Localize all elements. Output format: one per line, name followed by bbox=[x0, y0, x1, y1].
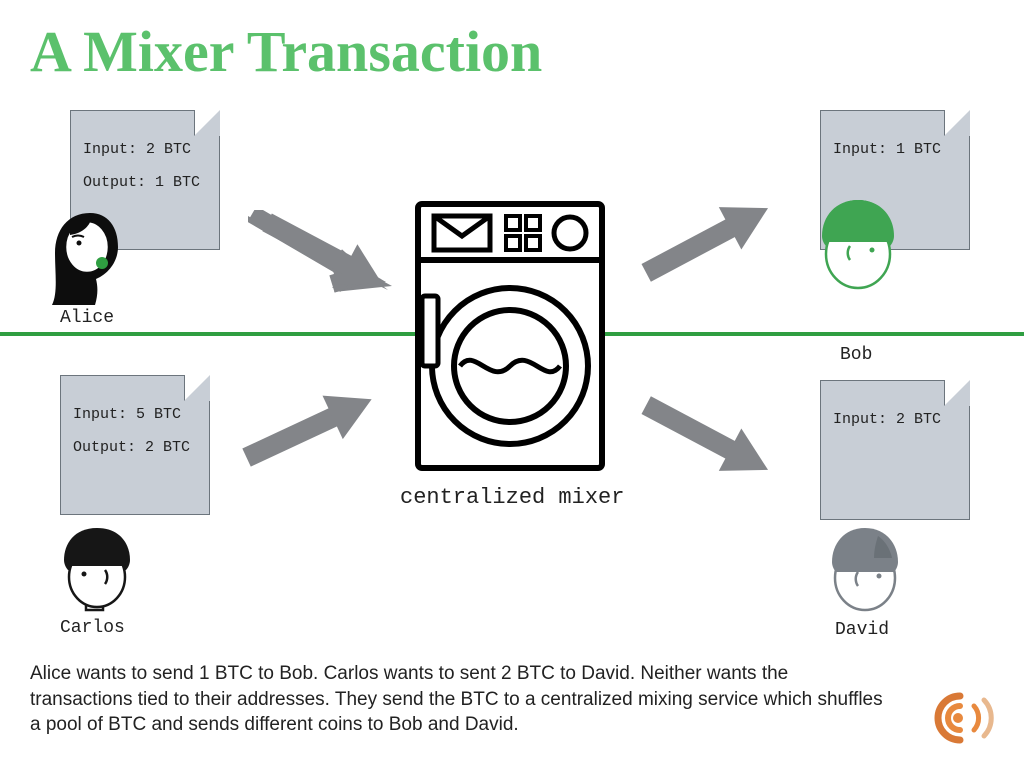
carlos-document: Input: 5 BTC Output: 2 BTC bbox=[60, 375, 210, 515]
bob-input: Input: 1 BTC bbox=[833, 133, 957, 166]
david-label: David bbox=[835, 620, 889, 640]
carlos-output: Output: 2 BTC bbox=[73, 431, 197, 464]
bob-avatar-icon bbox=[808, 192, 908, 302]
document-fold-icon bbox=[194, 110, 220, 136]
arrow-carlos-icon bbox=[230, 378, 390, 478]
arrow-david-icon bbox=[628, 388, 788, 488]
document-fold-icon bbox=[944, 110, 970, 136]
arrow-alice-icon bbox=[250, 205, 400, 300]
document-fold-icon bbox=[184, 375, 210, 401]
alice-label: Alice bbox=[60, 308, 114, 328]
alice-avatar-icon bbox=[40, 205, 140, 325]
brand-logo-icon bbox=[930, 688, 1000, 748]
mixer-label: centralized mixer bbox=[400, 485, 624, 510]
carlos-label: Carlos bbox=[60, 618, 125, 638]
bob-label: Bob bbox=[840, 345, 872, 365]
alice-output: Output: 1 BTC bbox=[83, 166, 207, 199]
alice-input: Input: 2 BTC bbox=[83, 133, 207, 166]
document-fold-icon bbox=[944, 380, 970, 406]
carlos-input: Input: 5 BTC bbox=[73, 398, 197, 431]
carlos-avatar-icon bbox=[52, 522, 142, 617]
description-text: Alice wants to send 1 BTC to Bob. Carlos… bbox=[30, 661, 890, 738]
page-title: A Mixer Transaction bbox=[30, 18, 542, 85]
david-document: Input: 2 BTC bbox=[820, 380, 970, 520]
david-input: Input: 2 BTC bbox=[833, 403, 957, 436]
mixer-icon bbox=[410, 196, 610, 476]
arrow-bob-icon bbox=[628, 190, 788, 290]
david-avatar-icon bbox=[818, 522, 913, 622]
